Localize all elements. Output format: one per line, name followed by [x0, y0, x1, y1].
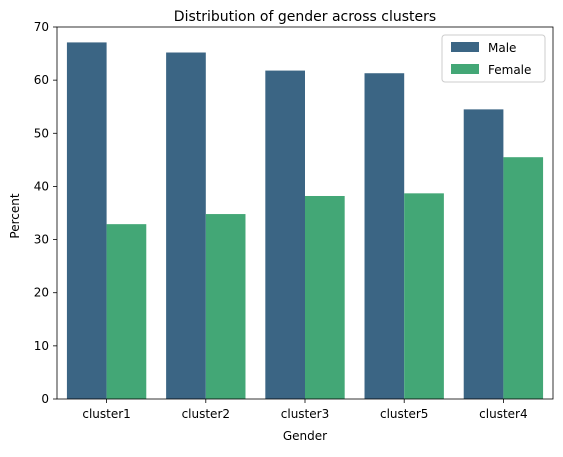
x-tick-label: cluster5 — [380, 407, 428, 421]
y-tick-label: 60 — [34, 73, 49, 87]
plot-area: cluster1 cluster2 cluster3 cluster5 cluster4… — [34, 20, 554, 421]
y-tick-label: 0 — [41, 392, 49, 406]
y-tick-label: 70 — [34, 20, 49, 34]
y-tick-label: 20 — [34, 286, 49, 300]
bar-female-cluster5 — [404, 193, 444, 399]
plot-frame — [56, 26, 554, 400]
bar-male-cluster3 — [265, 70, 305, 399]
bar-male-cluster5 — [364, 73, 405, 399]
bar-female-cluster1 — [106, 224, 147, 399]
bar-female-cluster3 — [305, 195, 345, 399]
bar-female-cluster4 — [503, 157, 544, 399]
x-tick-label: cluster2 — [182, 407, 230, 421]
legend-swatch-male — [451, 42, 479, 52]
bar-female-cluster2 — [205, 214, 246, 399]
legend-label-male: Male — [488, 41, 516, 55]
y-tick-label: 10 — [34, 339, 49, 353]
x-tick-label: cluster1 — [82, 407, 130, 421]
legend-swatch-female — [451, 64, 479, 74]
bar-male-cluster1 — [66, 42, 107, 399]
x-axis-label: Gender — [283, 429, 327, 443]
y-tick-label: 40 — [34, 179, 49, 193]
legend-label-female: Female — [488, 63, 531, 77]
y-axis-label: Percent — [8, 193, 22, 238]
chart-title: Distribution of gender across clusters — [174, 9, 436, 25]
y-tick-label: 30 — [34, 233, 49, 247]
bar-male-cluster4 — [463, 109, 504, 399]
bar-male-cluster2 — [166, 52, 206, 399]
legend: Male Female — [441, 34, 546, 83]
x-tick-label: cluster3 — [281, 407, 329, 421]
y-tick-label: 50 — [34, 126, 49, 140]
x-tick-label: cluster4 — [479, 407, 527, 421]
